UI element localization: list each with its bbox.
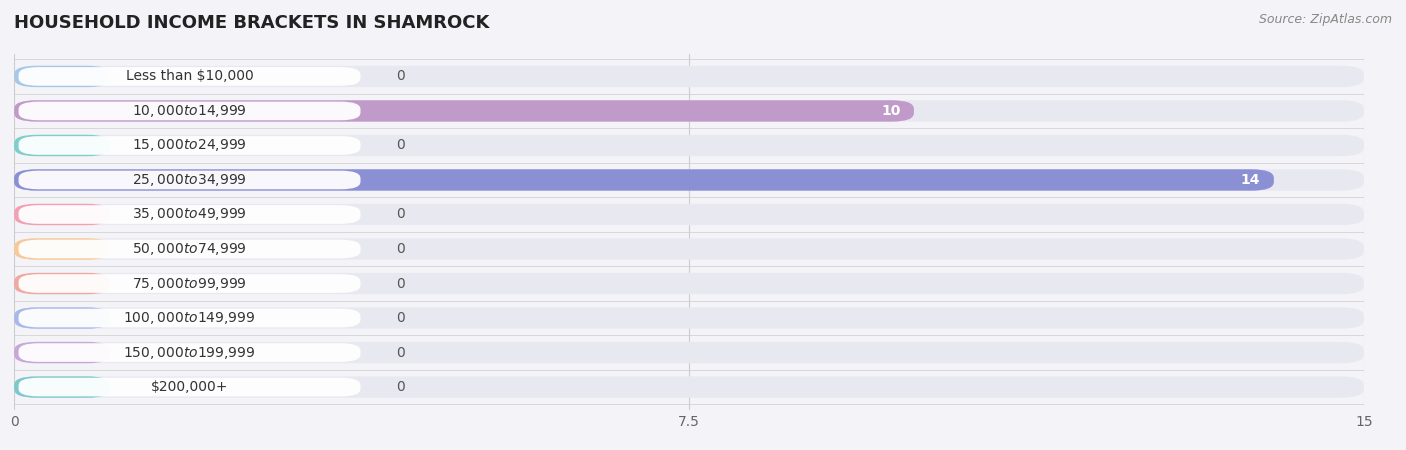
FancyBboxPatch shape xyxy=(14,307,110,329)
FancyBboxPatch shape xyxy=(14,238,110,260)
Text: 0: 0 xyxy=(396,207,405,221)
Text: Source: ZipAtlas.com: Source: ZipAtlas.com xyxy=(1258,14,1392,27)
FancyBboxPatch shape xyxy=(14,273,1364,294)
FancyBboxPatch shape xyxy=(14,342,110,363)
FancyBboxPatch shape xyxy=(14,204,1364,225)
FancyBboxPatch shape xyxy=(18,343,360,362)
FancyBboxPatch shape xyxy=(18,171,360,189)
Text: $200,000+: $200,000+ xyxy=(150,380,228,394)
FancyBboxPatch shape xyxy=(18,205,360,224)
Text: $35,000 to $49,999: $35,000 to $49,999 xyxy=(132,207,247,222)
FancyBboxPatch shape xyxy=(18,240,360,258)
FancyBboxPatch shape xyxy=(14,135,1364,156)
Text: 0: 0 xyxy=(396,69,405,83)
FancyBboxPatch shape xyxy=(14,238,1364,260)
FancyBboxPatch shape xyxy=(18,378,360,396)
FancyBboxPatch shape xyxy=(14,204,110,225)
FancyBboxPatch shape xyxy=(14,100,1364,122)
Text: 14: 14 xyxy=(1241,173,1260,187)
Text: Less than $10,000: Less than $10,000 xyxy=(125,69,253,83)
FancyBboxPatch shape xyxy=(18,136,360,155)
FancyBboxPatch shape xyxy=(18,309,360,327)
Text: $150,000 to $199,999: $150,000 to $199,999 xyxy=(124,345,256,360)
Text: 0: 0 xyxy=(396,380,405,394)
Text: $10,000 to $14,999: $10,000 to $14,999 xyxy=(132,103,247,119)
FancyBboxPatch shape xyxy=(14,376,1364,398)
Text: HOUSEHOLD INCOME BRACKETS IN SHAMROCK: HOUSEHOLD INCOME BRACKETS IN SHAMROCK xyxy=(14,14,489,32)
FancyBboxPatch shape xyxy=(14,169,1274,191)
FancyBboxPatch shape xyxy=(14,273,110,294)
Text: 0: 0 xyxy=(396,242,405,256)
FancyBboxPatch shape xyxy=(14,169,1364,191)
Text: 0: 0 xyxy=(396,346,405,360)
Text: $75,000 to $99,999: $75,000 to $99,999 xyxy=(132,275,247,292)
Text: $50,000 to $74,999: $50,000 to $74,999 xyxy=(132,241,247,257)
FancyBboxPatch shape xyxy=(14,100,914,122)
FancyBboxPatch shape xyxy=(14,66,1364,87)
Text: $25,000 to $34,999: $25,000 to $34,999 xyxy=(132,172,247,188)
Text: 0: 0 xyxy=(396,139,405,153)
FancyBboxPatch shape xyxy=(18,274,360,293)
Text: 0: 0 xyxy=(396,276,405,291)
Text: 0: 0 xyxy=(396,311,405,325)
Text: $100,000 to $149,999: $100,000 to $149,999 xyxy=(124,310,256,326)
FancyBboxPatch shape xyxy=(14,135,110,156)
Text: 10: 10 xyxy=(882,104,900,118)
FancyBboxPatch shape xyxy=(18,102,360,120)
FancyBboxPatch shape xyxy=(14,307,1364,329)
Text: $15,000 to $24,999: $15,000 to $24,999 xyxy=(132,137,247,153)
FancyBboxPatch shape xyxy=(14,342,1364,363)
FancyBboxPatch shape xyxy=(14,66,110,87)
FancyBboxPatch shape xyxy=(14,376,110,398)
FancyBboxPatch shape xyxy=(18,67,360,86)
